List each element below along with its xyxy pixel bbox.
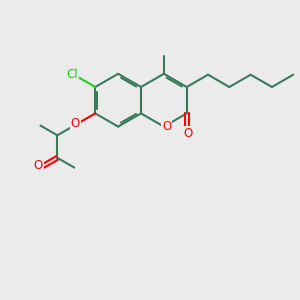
Text: O: O — [184, 127, 193, 140]
Text: O: O — [70, 116, 80, 130]
Text: O: O — [162, 120, 172, 133]
Text: O: O — [34, 159, 43, 172]
Text: Cl: Cl — [67, 68, 78, 81]
